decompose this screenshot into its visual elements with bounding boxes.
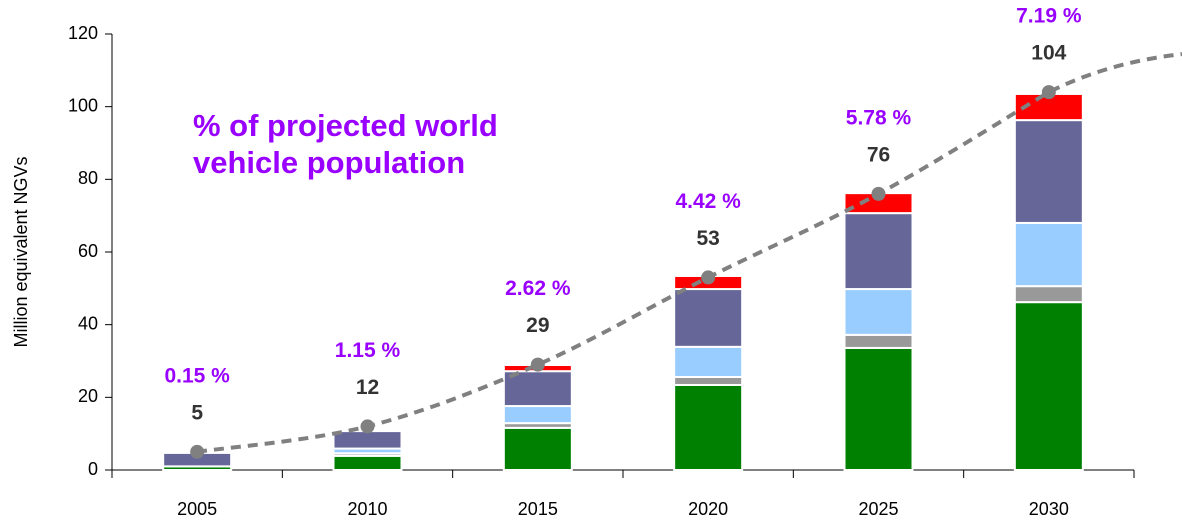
x-tick-label: 2030 <box>1029 499 1069 519</box>
total-dot <box>701 270 716 285</box>
bar-segment <box>673 345 744 378</box>
x-tick-label: 2015 <box>518 499 558 519</box>
total-label: 29 <box>526 314 549 337</box>
bar-segment <box>673 375 744 386</box>
y-tick-label: 20 <box>78 386 98 406</box>
annotation: % of projected world <box>193 108 498 143</box>
bar-segment <box>502 405 573 425</box>
bar-segment <box>843 333 914 349</box>
share-label: 4.42 % <box>675 190 741 213</box>
share-label: 2.62 % <box>505 277 571 300</box>
y-tick-label: 0 <box>88 459 98 479</box>
bar-segment <box>673 288 744 348</box>
total-label: 12 <box>356 376 379 399</box>
bar-segment <box>673 383 744 472</box>
total-label: 76 <box>867 143 890 166</box>
y-tick-label: 40 <box>78 313 98 333</box>
total-label: 5 <box>191 401 203 424</box>
total-dot <box>1041 85 1056 100</box>
total-dot <box>360 419 375 434</box>
share-label: 5.78 % <box>846 106 912 129</box>
total-dot <box>530 357 545 372</box>
total-label: 104 <box>1031 42 1066 65</box>
y-tick-label: 60 <box>78 241 98 261</box>
y-tick-label: 100 <box>68 95 98 115</box>
bar-segment <box>1013 301 1084 472</box>
x-tick-label: 2005 <box>177 499 217 519</box>
share-label: 7.19 % <box>1016 5 1082 28</box>
y-tick-label: 80 <box>78 168 98 188</box>
x-tick-label: 2025 <box>858 499 898 519</box>
bar-segment <box>502 426 573 471</box>
bar-segment <box>1013 221 1084 288</box>
x-tick-label: 2010 <box>347 499 387 519</box>
annotation: vehicle population <box>193 145 465 180</box>
bar-segment <box>332 454 403 471</box>
total-dot <box>871 186 886 201</box>
bar-segment <box>1013 119 1084 224</box>
bar-segment <box>332 430 403 450</box>
share-label: 0.15 % <box>164 364 230 387</box>
bar-segment <box>843 288 914 336</box>
y-axis-label: Million equivalent NGVs <box>11 156 31 347</box>
total-dot <box>190 444 205 459</box>
bar-segment <box>843 346 914 472</box>
bar-segment <box>1013 285 1084 304</box>
y-tick-label: 120 <box>68 23 98 43</box>
share-label: 1.15 % <box>335 339 401 362</box>
bar-segment <box>843 212 914 291</box>
total-label: 53 <box>696 227 719 250</box>
x-tick-label: 2020 <box>688 499 728 519</box>
